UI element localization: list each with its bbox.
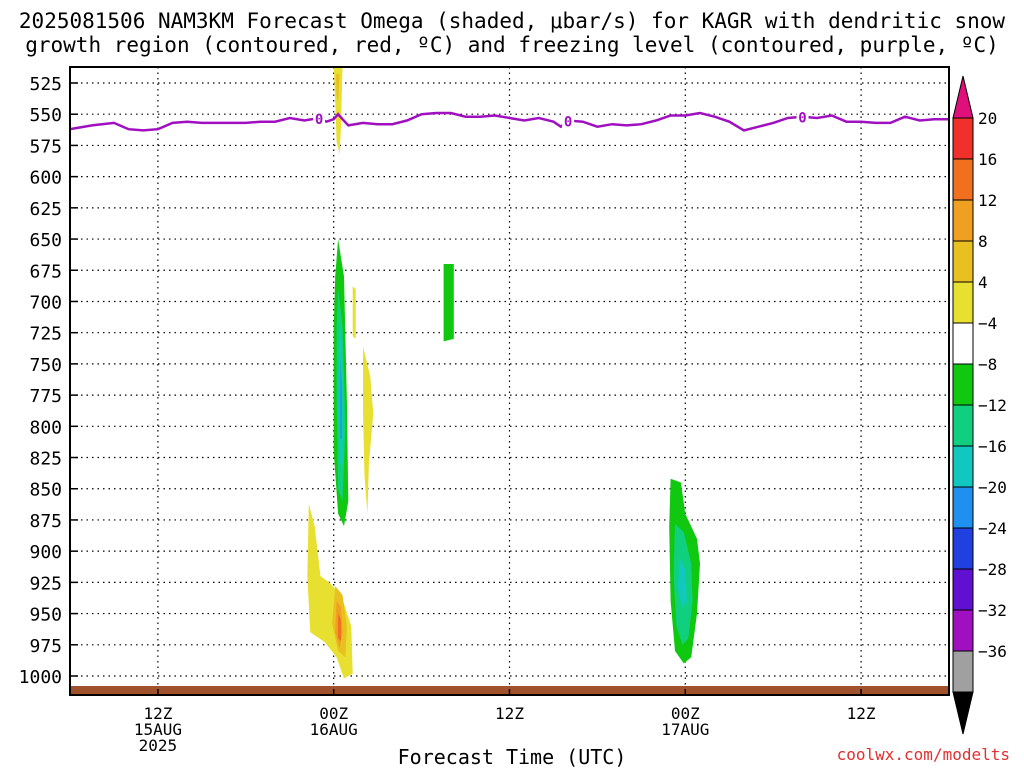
colorbar-label-5: −4 [978, 314, 997, 333]
colorbar-label-0: 20 [978, 109, 997, 128]
x-axis-title: Forecast Time (UTC) [397, 745, 627, 769]
y-tick-label-575: 575 [29, 136, 62, 157]
colorbar-label-4: 4 [978, 273, 988, 292]
omega-region-1 [335, 74, 340, 102]
colorbar-segment-11 [952, 527, 974, 570]
freezing-level-layer: 0 0 0 [70, 108, 949, 132]
pressure-axis: 525 550 575 600 625 650 675 700 725 750 775 800 825 8… [19, 74, 78, 688]
x-tick-label-0-1: 12Z [143, 704, 172, 723]
y-tick-label-750: 750 [29, 355, 62, 376]
y-tick-label-950: 950 [29, 605, 62, 626]
colorbar-segment-2 [952, 158, 974, 201]
y-tick-label-875: 875 [29, 511, 62, 532]
x-tick-label-3-1: 00Z [671, 704, 700, 723]
y-tick-label-675: 675 [29, 261, 62, 282]
chart-title-line-2: growth region (contoured, red, ºC) and f… [25, 33, 999, 57]
x-tick-label-3-2: 17AUG [661, 720, 709, 739]
colorbar-label-10: −24 [978, 519, 1007, 538]
y-tick-label-600: 600 [29, 168, 62, 189]
omega-region-3 [363, 346, 374, 514]
freezing-level-line [70, 111, 949, 132]
omega-region-8 [443, 264, 454, 342]
grid-lines [70, 67, 949, 695]
y-tick-label-700: 700 [29, 292, 62, 313]
colorbar-segment-12 [952, 568, 974, 611]
y-tick-label-1000: 1000 [19, 667, 62, 688]
colorbar-label-7: −12 [978, 396, 1007, 415]
y-tick-label-925: 925 [29, 573, 62, 594]
freezing-label-bg-2 [796, 108, 809, 125]
site-credit[interactable]: coolwx.com/modelts [836, 745, 1010, 764]
omega-region-12 [338, 613, 341, 641]
colorbar-label-3: 8 [978, 232, 988, 251]
y-tick-label-525: 525 [29, 74, 62, 95]
y-tick-label-550: 550 [29, 105, 62, 126]
colorbar-segment-9 [952, 445, 974, 488]
y-tick-label-625: 625 [29, 199, 62, 220]
y-tick-label-850: 850 [29, 480, 62, 501]
colorbar-label-8: −16 [978, 437, 1007, 456]
colorbar-label-6: −8 [978, 355, 997, 374]
omega-region-7 [340, 357, 342, 439]
y-tick-label-975: 975 [29, 636, 62, 657]
x-tick-label-0-2: 15AUG [134, 720, 182, 739]
y-tick-label-825: 825 [29, 449, 62, 470]
freezing-label-bg-1 [562, 112, 575, 129]
freezing-level-label-0: 0 [315, 112, 323, 128]
colorbar-label-1: 16 [978, 150, 997, 169]
omega-region-9 [307, 503, 353, 679]
chart-title-line-1: 2025081506 NAM3KM Forecast Omega (shaded… [18, 9, 1006, 33]
freezing-level-label-2: 0 [798, 111, 806, 127]
y-tick-label-900: 900 [29, 542, 62, 563]
omega-region-15 [678, 557, 687, 608]
x-tick-label-1-2: 16AUG [310, 720, 358, 739]
colorbar-segment-8 [952, 404, 974, 447]
omega-region-0 [333, 67, 343, 155]
omega-region-2 [352, 286, 356, 339]
colorbar: 20 16 12 8 4 −4 −8 −12 −16 −20 −24 −28 −32 −36 [952, 75, 1007, 735]
colorbar-segment-14 [952, 650, 974, 693]
x-tick-label-1-1: 00Z [319, 704, 348, 723]
colorbar-label-13: −36 [978, 642, 1007, 661]
colorbar-segment-3 [952, 199, 974, 242]
colorbar-segment-10 [952, 486, 974, 529]
colorbar-top-triangle [952, 75, 974, 119]
x-tick-label-2-1: 12Z [495, 704, 524, 723]
colorbar-label-9: −20 [978, 478, 1007, 497]
x-tick-label-0-3: 2025 [139, 736, 178, 755]
y-tick-label-800: 800 [29, 417, 62, 438]
colorbar-segment-6 [952, 322, 974, 365]
colorbar-segment-7 [952, 363, 974, 406]
y-tick-label-725: 725 [29, 324, 62, 345]
colorbar-segment-13 [952, 609, 974, 652]
y-tick-label-650: 650 [29, 230, 62, 251]
colorbar-segment-4 [952, 240, 974, 283]
freezing-label-bg-0 [313, 109, 326, 126]
colorbar-label-11: −28 [978, 560, 1007, 579]
omega-shading [307, 67, 700, 679]
colorbar-label-2: 12 [978, 191, 997, 210]
colorbar-segment-1 [952, 117, 974, 160]
colorbar-label-12: −32 [978, 601, 1007, 620]
freezing-level-label-1: 0 [564, 114, 572, 130]
colorbar-segment-5 [952, 281, 974, 324]
y-tick-label-775: 775 [29, 386, 62, 407]
x-tick-label-4-1: 12Z [847, 704, 876, 723]
colorbar-bottom-triangle [952, 691, 974, 735]
